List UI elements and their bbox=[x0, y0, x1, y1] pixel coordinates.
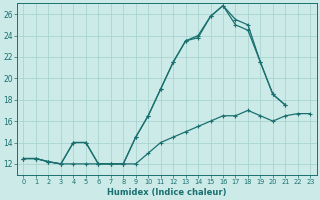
X-axis label: Humidex (Indice chaleur): Humidex (Indice chaleur) bbox=[107, 188, 227, 197]
